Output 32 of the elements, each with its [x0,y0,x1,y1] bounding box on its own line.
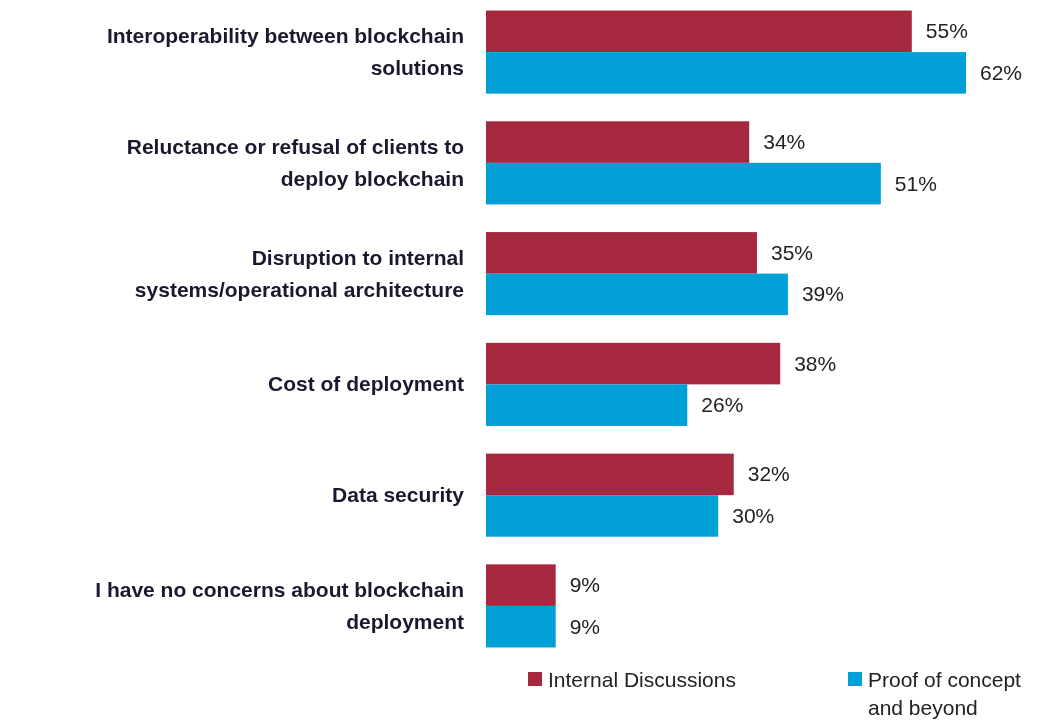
data-label: 32% [747,462,790,486]
y-tick-label: Interoperability between blockchain solutions [106,24,464,80]
data-label: 39% [801,282,844,306]
bar [486,564,556,606]
legend-label: Proof of concept and beyond [868,668,1022,719]
y-tick-label: Disruption to internal systems/operational architecture [134,245,464,301]
y-tick-label: Reluctance or refusal of clients to deploy blockchain [126,134,464,190]
data-label: 55% [925,19,968,43]
legend-label: Internal Discussions [548,668,736,691]
data-label: 38% [794,351,837,375]
bar [486,162,881,205]
bar [486,384,688,426]
data-label: 62% [980,60,1023,84]
bar [486,605,556,648]
data-label: 34% [763,130,806,154]
bar [486,273,788,316]
data-label: 9% [569,614,601,638]
bar [486,232,757,274]
bar [486,453,734,496]
data-label: 9% [569,573,601,597]
y-tick-label: Cost of deployment [267,372,464,396]
data-label: 51% [894,171,937,195]
y-tick-label: I have no concerns about blockchain deployment [95,577,464,633]
data-label: 26% [701,393,744,417]
y-tick-label: Data security [332,483,465,507]
bar [486,52,966,94]
data-label: 30% [732,503,775,527]
bar [486,121,750,163]
bar [486,10,912,53]
bar [486,495,719,537]
data-label: 35% [770,240,813,264]
bar [486,342,781,385]
